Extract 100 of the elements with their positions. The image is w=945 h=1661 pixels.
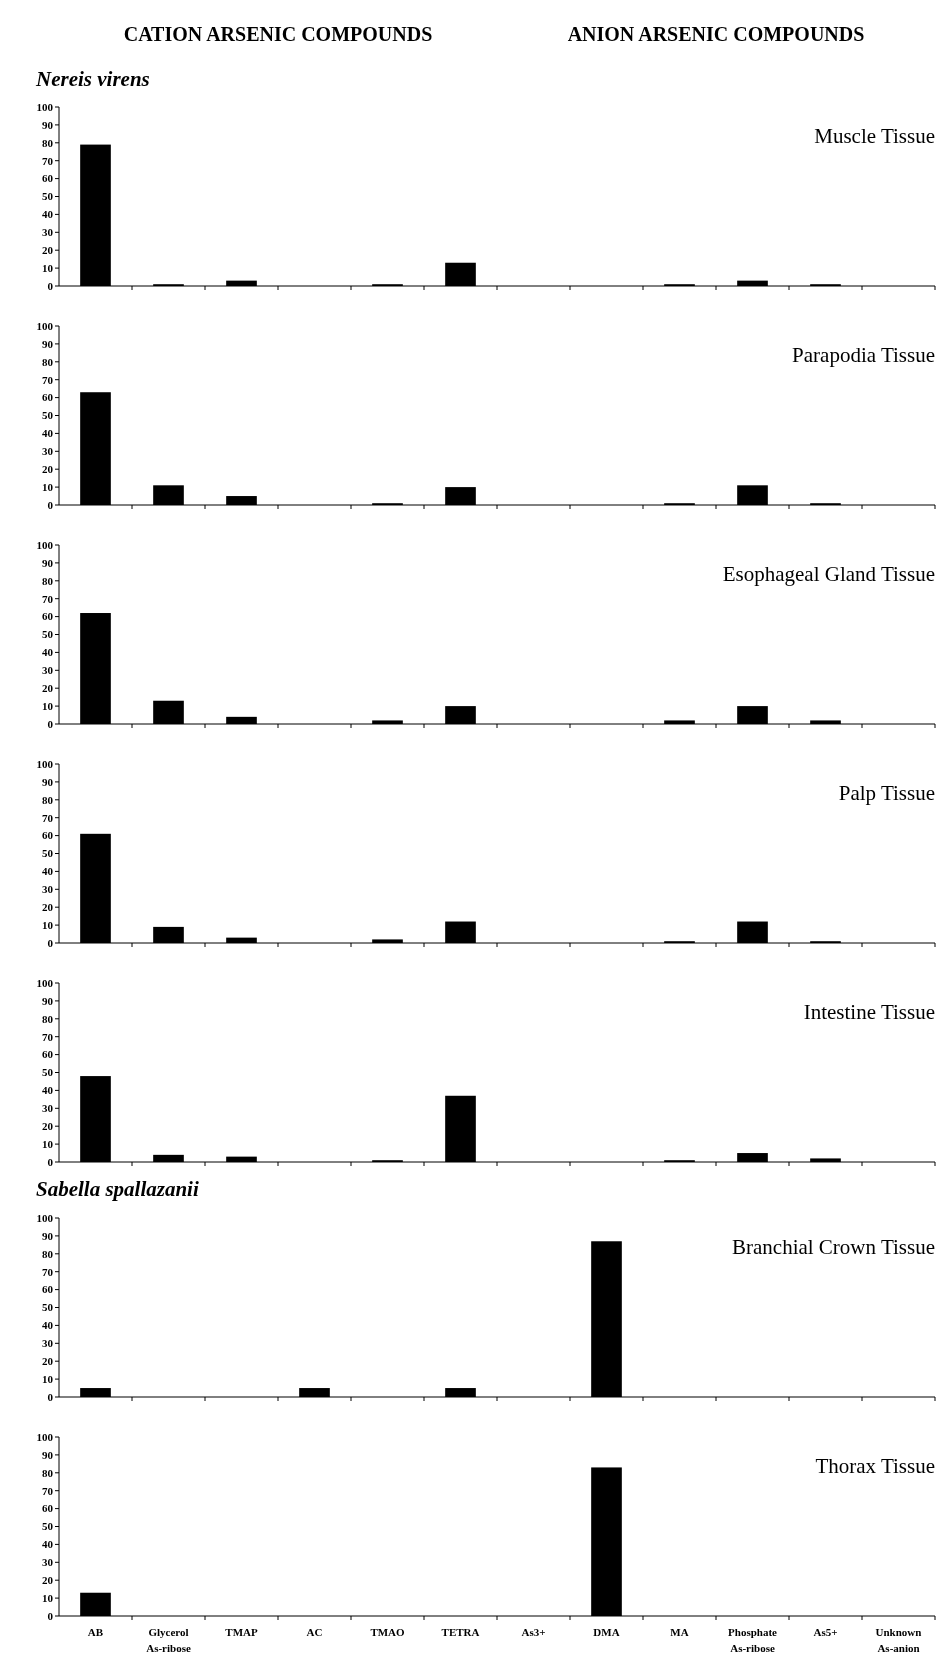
x-tick-label: DMA (593, 1626, 620, 1638)
y-tick-label: 60 (42, 1283, 54, 1296)
text: Muscle Tissue (814, 124, 935, 148)
x-tick-label: Glycerol As-ribose (146, 1626, 191, 1654)
y-tick-label: 50 (42, 1066, 54, 1079)
chart-title: Nereis virens (35, 67, 150, 91)
y-tick-label: 50 (42, 628, 54, 641)
y-tick-label: 0 (47, 279, 54, 292)
chart-title: Sabella spallazanii (36, 1177, 199, 1201)
y-tick-label: 0 (47, 717, 54, 730)
y-tick-label: 90 (42, 994, 54, 1007)
text: Esophageal Gland Tissue (722, 562, 935, 586)
y-tick-label: 40 (42, 1538, 54, 1551)
y-tick-label: 100 (36, 1211, 54, 1224)
y-tick-label: 70 (42, 1030, 54, 1043)
y-tick-label: 100 (36, 100, 54, 113)
text: Branchial Crown Tissue (731, 1235, 935, 1259)
y-tick-label: 90 (42, 337, 54, 350)
y-tick-label: 40 (42, 1319, 54, 1332)
y-tick-label: 50 (42, 190, 54, 203)
y-tick-label: 70 (42, 1484, 54, 1497)
x-tick-label: TMAP (225, 1626, 258, 1638)
y-tick-label: 0 (47, 498, 54, 511)
y-tick-label: 80 (42, 793, 54, 806)
x-tick-label: AB (87, 1626, 104, 1638)
y-tick-label: 0 (47, 936, 54, 949)
y-tick-label: 30 (42, 883, 54, 896)
x-tick-label: AC (306, 1626, 323, 1638)
text: CATION ARSENIC COMPOUNDS (123, 23, 433, 45)
y-tick-label: 40 (42, 646, 54, 659)
text: Palp Tissue (838, 781, 935, 805)
x-tick-label: Phosphate As-ribose (728, 1626, 778, 1654)
y-tick-label: 20 (42, 463, 54, 476)
y-tick-label: 60 (42, 1502, 54, 1515)
y-tick-label: 90 (42, 1448, 54, 1461)
y-tick-label: 80 (42, 574, 54, 587)
y-tick-label: 100 (36, 538, 54, 551)
x-tick-label: TMAO (370, 1626, 406, 1638)
y-tick-label: 20 (42, 244, 54, 257)
x-tick-label: Unknown As-anion (875, 1626, 922, 1654)
x-tick-label: As5+ (813, 1626, 838, 1638)
y-tick-label: 80 (42, 1466, 54, 1479)
y-tick-label: 60 (42, 1048, 54, 1061)
y-tick-label: 10 (42, 1372, 54, 1385)
y-tick-label: 70 (42, 373, 54, 386)
y-tick-label: 30 (42, 1337, 54, 1350)
text: Thorax Tissue (815, 1454, 935, 1478)
y-tick-label: 20 (42, 1120, 54, 1133)
y-tick-label: 90 (42, 556, 54, 569)
y-tick-label: 30 (42, 664, 54, 677)
y-tick-label: 80 (42, 1012, 54, 1025)
y-tick-label: 10 (42, 699, 54, 712)
y-tick-label: 100 (36, 976, 54, 989)
y-tick-label: 40 (42, 865, 54, 878)
y-tick-label: 100 (36, 319, 54, 332)
y-tick-label: 30 (42, 1102, 54, 1115)
x-tick-label: TETRA (441, 1626, 480, 1638)
y-tick-label: 20 (42, 901, 54, 914)
y-tick-label: 10 (42, 1591, 54, 1604)
y-tick-label: 60 (42, 391, 54, 404)
y-tick-label: 0 (47, 1390, 54, 1403)
y-tick-label: 80 (42, 1247, 54, 1260)
y-tick-label: 100 (36, 1430, 54, 1443)
y-tick-label: 100 (36, 757, 54, 770)
y-tick-label: 60 (42, 829, 54, 842)
y-tick-label: 60 (42, 610, 54, 623)
y-tick-label: 10 (42, 480, 54, 493)
y-tick-label: 90 (42, 118, 54, 131)
y-tick-label: 90 (42, 1229, 54, 1242)
y-tick-label: 20 (42, 1574, 54, 1587)
y-tick-label: 70 (42, 592, 54, 605)
y-tick-label: 80 (42, 355, 54, 368)
y-tick-label: 80 (42, 136, 54, 149)
y-tick-label: 50 (42, 1520, 54, 1533)
y-tick-label: 10 (42, 1137, 54, 1150)
y-tick-label: 70 (42, 1265, 54, 1278)
y-tick-label: 20 (42, 682, 54, 695)
x-tick-label: As3+ (521, 1626, 546, 1638)
y-tick-label: 90 (42, 775, 54, 788)
x-tick-label: MA (670, 1626, 689, 1638)
y-tick-label: 10 (42, 918, 54, 931)
y-tick-label: 50 (42, 1301, 54, 1314)
y-tick-label: 40 (42, 427, 54, 440)
y-tick-label: 70 (42, 811, 54, 824)
y-tick-label: 40 (42, 1084, 54, 1097)
y-tick-label: 40 (42, 208, 54, 221)
text: Intestine Tissue (803, 1000, 935, 1024)
y-tick-label: 30 (42, 1556, 54, 1569)
y-tick-label: 60 (42, 172, 54, 185)
y-tick-label: 30 (42, 445, 54, 458)
text: Parapodia Tissue (792, 343, 935, 367)
y-tick-label: 0 (47, 1155, 54, 1168)
y-tick-label: 30 (42, 226, 54, 239)
y-tick-label: 20 (42, 1355, 54, 1368)
y-tick-label: 10 (42, 261, 54, 274)
y-tick-label: 0 (47, 1609, 54, 1622)
y-tick-label: 70 (42, 154, 54, 167)
y-tick-label: 50 (42, 409, 54, 422)
y-tick-label: 50 (42, 847, 54, 860)
text: ANION ARSENIC COMPOUNDS (567, 23, 865, 45)
